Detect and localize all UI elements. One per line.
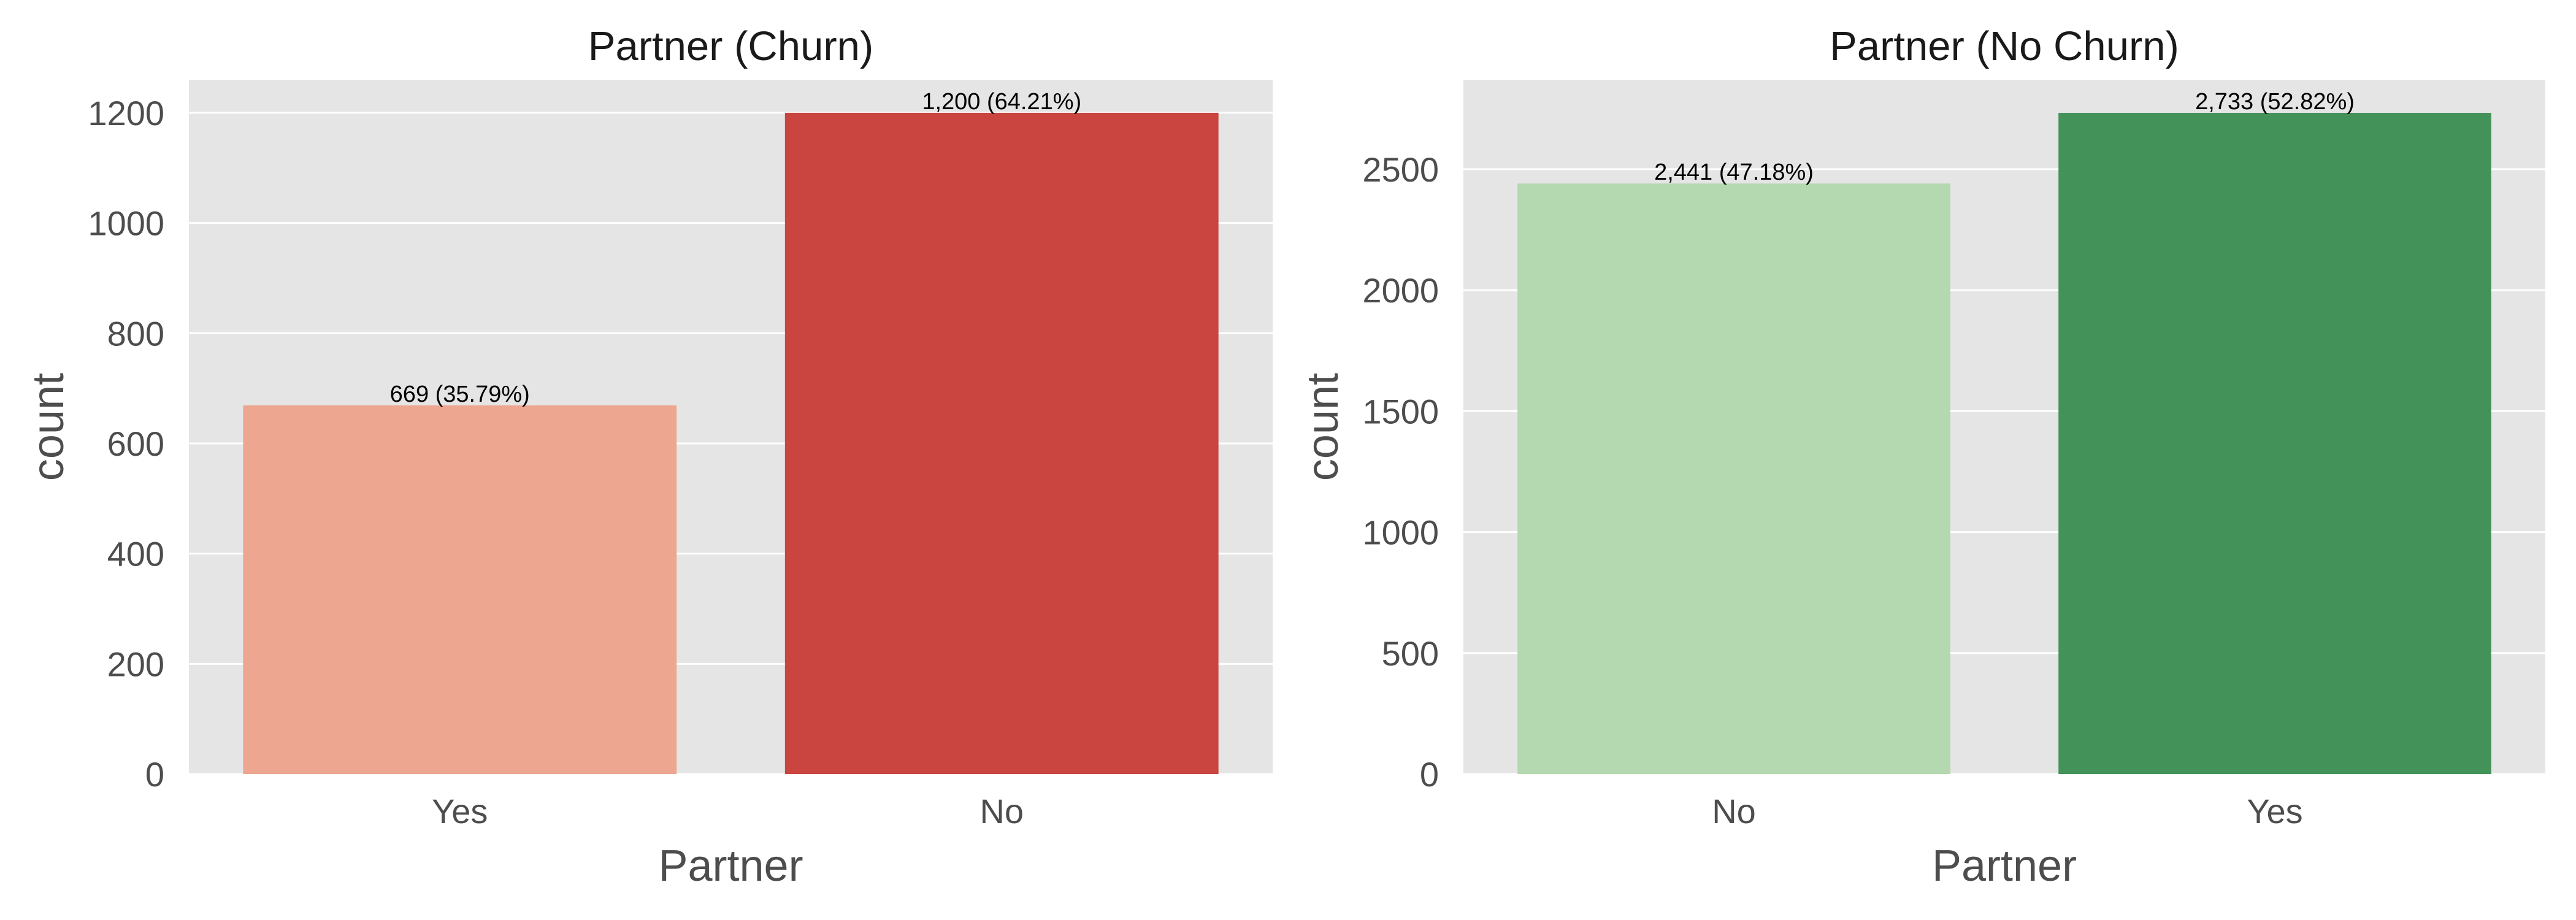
x-tick-label: Yes [2247, 792, 2302, 830]
y-tick-label: 500 [1382, 634, 1439, 673]
bar-no [1517, 183, 1950, 774]
y-tick-label: 600 [107, 424, 164, 463]
y-axis-label: count [1298, 373, 1347, 481]
bar-data-label: 2,441 (47.18%) [1654, 159, 1814, 185]
y-tick-label: 1000 [88, 204, 164, 243]
bar-no [784, 112, 1219, 774]
y-tick-label: 400 [107, 535, 164, 573]
x-axis-label: Partner [1932, 841, 2077, 891]
y-tick-label: 0 [1420, 755, 1439, 794]
y-tick-label: 200 [107, 645, 164, 683]
y-tick-label: 2000 [1362, 271, 1439, 310]
bar-yes [2058, 113, 2491, 774]
x-tick-label: No [979, 792, 1024, 830]
y-tick-label: 1500 [1362, 392, 1439, 431]
bar-data-label: 1,200 (64.21%) [922, 89, 1081, 115]
chart-title: Partner (No Churn) [1830, 23, 2179, 69]
bar-data-label: 669 (35.79%) [390, 381, 530, 407]
y-axis-label: count [24, 373, 73, 481]
x-tick-label: Yes [432, 792, 488, 830]
bar-data-label: 2,733 (52.82%) [2195, 89, 2355, 115]
chart-title: Partner (Churn) [588, 23, 873, 69]
bar-yes [243, 405, 677, 774]
y-tick-label: 1000 [1362, 513, 1439, 552]
y-tick-label: 800 [107, 314, 164, 353]
y-tick-label: 2500 [1362, 150, 1439, 189]
y-tick-label: 1200 [88, 94, 164, 132]
x-axis-label: Partner [658, 841, 803, 891]
x-tick-label: No [1712, 792, 1756, 830]
y-tick-label: 0 [145, 755, 164, 794]
